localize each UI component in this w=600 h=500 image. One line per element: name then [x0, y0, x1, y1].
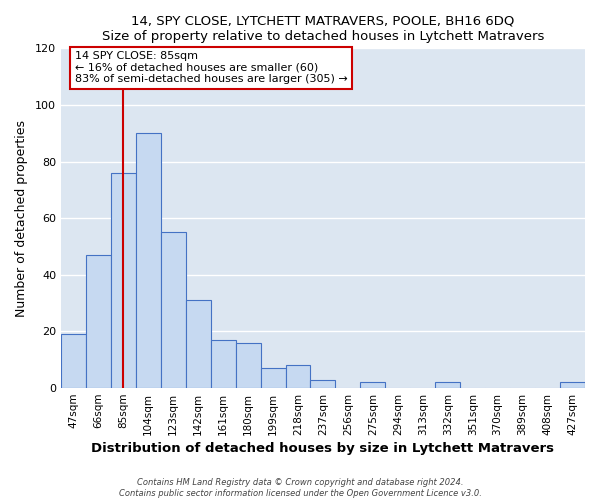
Bar [260, 368, 286, 388]
Bar [161, 232, 186, 388]
Title: 14, SPY CLOSE, LYTCHETT MATRAVERS, POOLE, BH16 6DQ
Size of property relative to : 14, SPY CLOSE, LYTCHETT MATRAVERS, POOLE… [102, 15, 544, 43]
Bar [86, 255, 111, 388]
Bar [560, 382, 585, 388]
Bar [186, 300, 211, 388]
Text: Contains HM Land Registry data © Crown copyright and database right 2024.
Contai: Contains HM Land Registry data © Crown c… [119, 478, 481, 498]
Bar [211, 340, 236, 388]
Bar [136, 134, 161, 388]
Y-axis label: Number of detached properties: Number of detached properties [15, 120, 28, 316]
Bar [286, 366, 310, 388]
Bar [361, 382, 385, 388]
Bar [61, 334, 86, 388]
Bar [435, 382, 460, 388]
X-axis label: Distribution of detached houses by size in Lytchett Matravers: Distribution of detached houses by size … [91, 442, 554, 455]
Bar [310, 380, 335, 388]
Bar [236, 343, 260, 388]
Bar [111, 173, 136, 388]
Text: 14 SPY CLOSE: 85sqm
← 16% of detached houses are smaller (60)
83% of semi-detach: 14 SPY CLOSE: 85sqm ← 16% of detached ho… [74, 51, 347, 84]
